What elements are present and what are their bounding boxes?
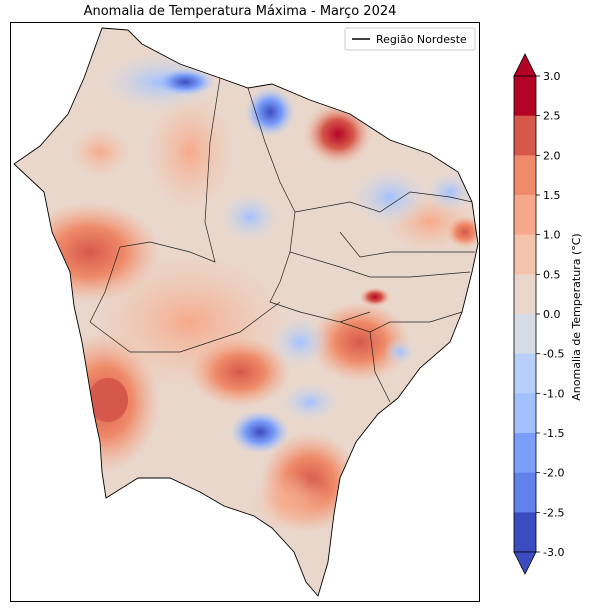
colorbar-segment	[514, 314, 536, 355]
colorbar-tick-label: 2.5	[543, 110, 561, 123]
colorbar: 3.0 2.5 2.0 1.5 1.0 0.5 0.0 -0.5 -1.0 -1.5 -2.0 -2.…	[513, 53, 583, 575]
colorbar-tick-label: 3.0	[543, 70, 561, 83]
map-title: Anomalia de Temperatura Máxima - Março 2…	[83, 4, 397, 19]
colorbar-tick-label: -0.5	[543, 348, 564, 361]
state-borders	[89, 77, 475, 403]
map-legend: Região Nordeste	[344, 27, 476, 51]
colorbar-tick-label: -3.0	[543, 546, 564, 559]
colorbar-segment	[514, 234, 536, 275]
colorbar-ticks: 3.0 2.5 2.0 1.5 1.0 0.5 0.0 -0.5 -1.0 -1.5 -2.0 -2.…	[536, 70, 564, 559]
colorbar-segment	[514, 353, 536, 394]
legend-label: Região Nordeste	[376, 33, 467, 46]
colorbar-tick-label: -1.5	[543, 427, 564, 440]
colorbar-segment	[514, 393, 536, 434]
colorbar-tick-label: 0.0	[543, 308, 561, 321]
northeast-region-outline	[13, 27, 479, 597]
map-panel: Região Nordeste	[10, 22, 480, 602]
colorbar-tick-label: 2.0	[543, 149, 561, 162]
colorbar-segment	[514, 274, 536, 315]
colorbar-segments	[513, 75, 537, 553]
colorbar-segment	[514, 472, 536, 513]
colorbar-segment	[514, 433, 536, 474]
colorbar-tick-label: -2.5	[543, 506, 564, 519]
colorbar-tick-label: 0.5	[543, 268, 561, 281]
colorbar-segment	[514, 155, 536, 196]
colorbar-tick-label: -2.0	[543, 467, 564, 480]
colorbar-segment	[514, 512, 536, 553]
colorbar-segment	[514, 76, 536, 117]
colorbar-max-arrow	[513, 53, 537, 77]
colorbar-min-arrow	[513, 551, 537, 575]
colorbar-tick-label: 1.0	[543, 229, 561, 242]
colorbar-label: Anomalia de Temperatura (°C)	[570, 233, 583, 400]
colorbar-segment	[514, 195, 536, 236]
colorbar-segment	[514, 115, 536, 156]
colorbar-tick-label: -1.0	[543, 387, 564, 400]
colorbar-tick-label: 1.5	[543, 189, 561, 202]
